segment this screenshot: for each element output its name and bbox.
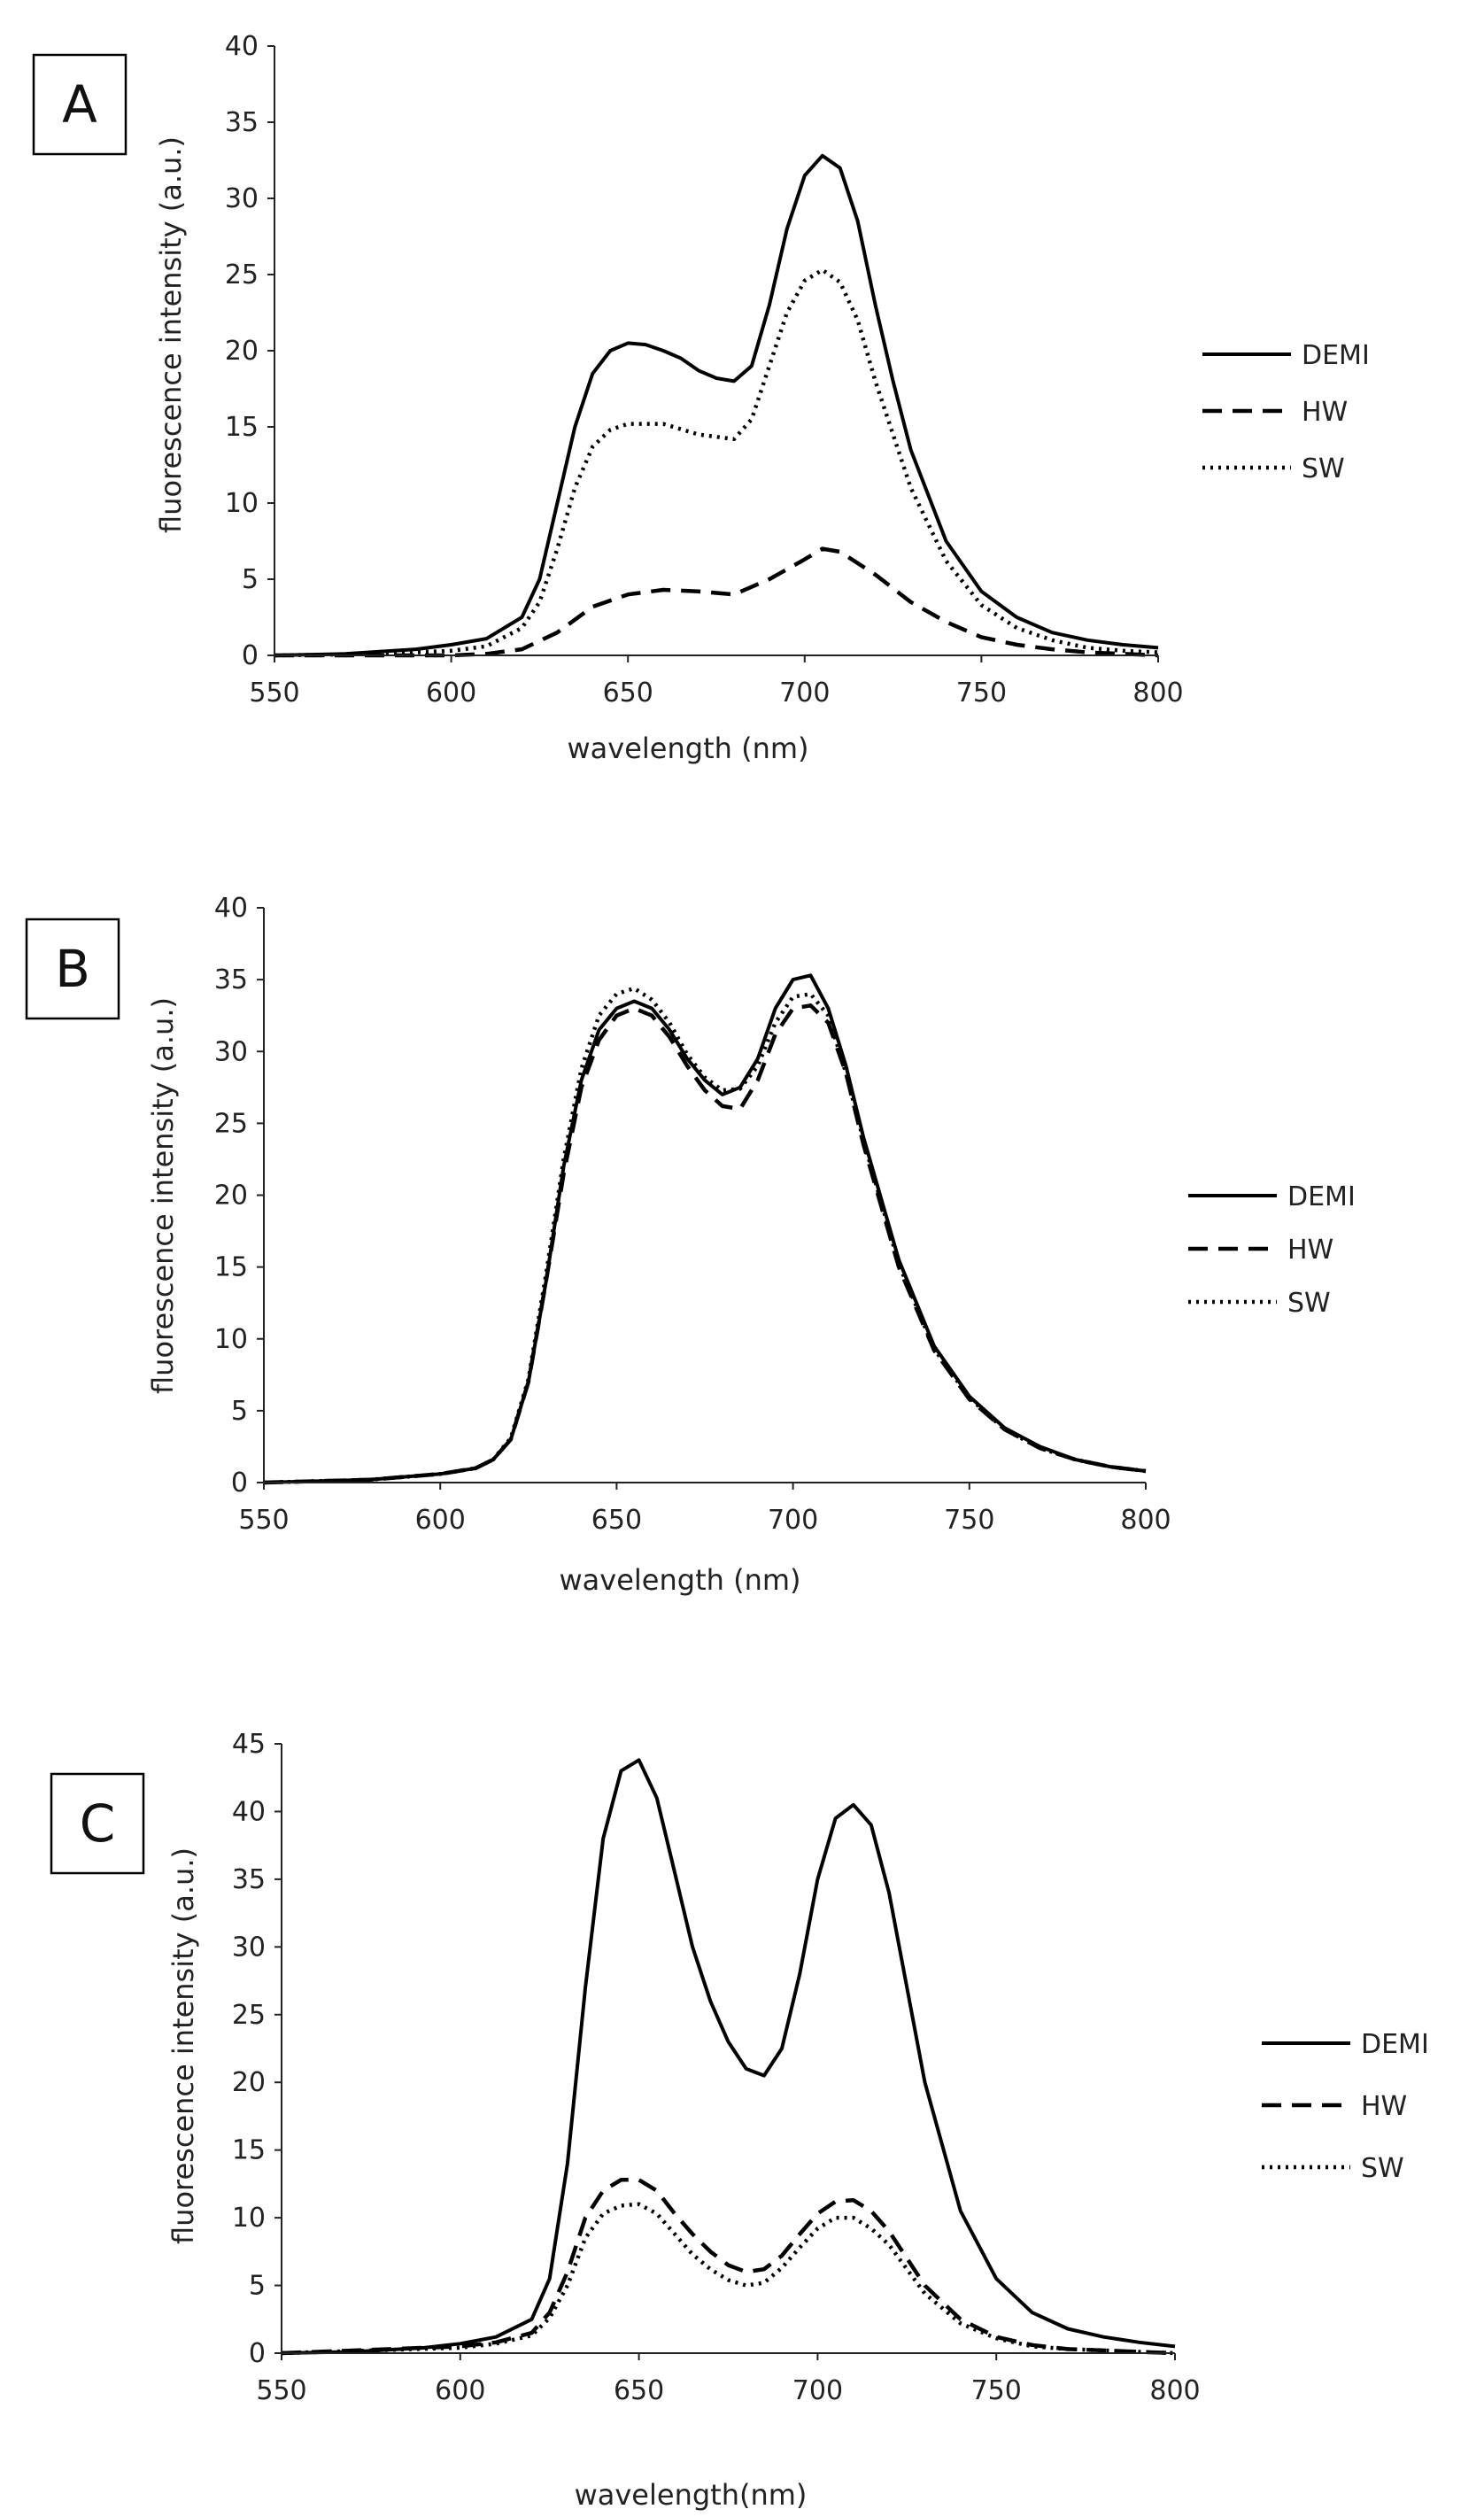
plot-area bbox=[274, 153, 1159, 658]
y-axis-title: fluorescence intensity (a.u.) bbox=[166, 1847, 200, 2244]
axis-ticks: 0 5 10 15 20 25 30 35 40 45 550 600 650 700 750 800 bbox=[232, 1729, 1201, 2406]
x-tick-label: 800 bbox=[1120, 1505, 1171, 1536]
panel-label-box bbox=[50, 1772, 145, 1875]
y-tick-label: 25 bbox=[225, 259, 259, 290]
x-tick-label: 650 bbox=[614, 2375, 664, 2406]
y-tick-label: 20 bbox=[225, 336, 259, 367]
x-tick-label: 700 bbox=[779, 678, 830, 709]
x-tick-label: 650 bbox=[591, 1505, 642, 1536]
y-tick-label: 15 bbox=[225, 412, 259, 443]
y-tick-label: 45 bbox=[232, 1729, 266, 1760]
y-tick-label: 0 bbox=[231, 1468, 248, 1499]
y-tick-label: 20 bbox=[232, 2067, 266, 2098]
y-tick-label: 30 bbox=[225, 183, 259, 214]
x-tick-label: 800 bbox=[1132, 678, 1183, 709]
axis-ticks: 0 5 10 15 20 25 30 35 40 550 600 650 700 750 800 bbox=[214, 893, 1171, 1536]
x-tick-label: 550 bbox=[249, 678, 299, 709]
y-tick-label: 15 bbox=[232, 2135, 266, 2166]
y-tick-label: 25 bbox=[232, 2000, 266, 2031]
y-tick-label: 30 bbox=[232, 1932, 266, 1963]
x-tick-label: 650 bbox=[603, 678, 653, 709]
y-tick-label: 5 bbox=[231, 1396, 248, 1427]
y-tick-label: 40 bbox=[225, 31, 259, 62]
y-tick-label: 0 bbox=[242, 640, 259, 671]
y-axis-title: fluorescence intensity (a.u.) bbox=[154, 136, 188, 533]
y-tick-label: 0 bbox=[249, 2338, 266, 2369]
x-tick-label: 750 bbox=[944, 1505, 994, 1536]
legend-label-sw: SW bbox=[1361, 2153, 1404, 2184]
y-tick-label: 35 bbox=[214, 964, 248, 995]
series-line-demi bbox=[281, 1758, 1176, 2355]
x-axis-title: wavelength (nm) bbox=[568, 732, 809, 765]
legend: DEMI HW SW bbox=[1188, 1181, 1356, 1319]
y-tick-label: 25 bbox=[214, 1108, 248, 1139]
legend-label-hw: HW bbox=[1302, 397, 1348, 428]
panel-label: B bbox=[55, 939, 90, 999]
x-tick-label: 700 bbox=[768, 1505, 818, 1536]
series-line-demi bbox=[263, 973, 1147, 1484]
series-line-hw bbox=[281, 2178, 1176, 2356]
y-tick-label: 5 bbox=[249, 2271, 266, 2302]
x-tick-label: 700 bbox=[792, 2375, 843, 2406]
panel-label: C bbox=[80, 1793, 116, 1854]
x-tick-label: 550 bbox=[256, 2375, 306, 2406]
legend-label-demi: DEMI bbox=[1302, 340, 1370, 371]
chart-panel-a: A 0 5 10 15 20 25 30 35 40 550 600 650 700 750 800 wav… bbox=[32, 31, 1370, 765]
panel-label-box bbox=[32, 53, 128, 156]
legend-label-demi: DEMI bbox=[1287, 1181, 1356, 1212]
panel-label: A bbox=[62, 74, 97, 135]
x-axis-title: wavelength (nm) bbox=[560, 1563, 801, 1597]
legend-label-demi: DEMI bbox=[1361, 2029, 1429, 2060]
series-line-sw bbox=[281, 2202, 1176, 2356]
chart-panel-c: C 0 5 10 15 20 25 30 35 40 45 550 600 650 700 750 800 w… bbox=[50, 1729, 1429, 2512]
x-tick-label: 550 bbox=[238, 1505, 289, 1536]
plot-area bbox=[263, 973, 1147, 1485]
x-axis-title: wavelength(nm) bbox=[575, 2478, 808, 2512]
x-tick-label: 750 bbox=[971, 2375, 1022, 2406]
legend-label-sw: SW bbox=[1287, 1288, 1331, 1319]
legend: DEMI HW SW bbox=[1262, 2029, 1429, 2184]
series-line-hw bbox=[274, 546, 1159, 658]
x-tick-label: 600 bbox=[426, 678, 476, 709]
y-tick-label: 15 bbox=[214, 1252, 248, 1283]
legend-label-sw: SW bbox=[1302, 453, 1345, 484]
y-tick-label: 35 bbox=[232, 1864, 266, 1895]
y-axis-title: fluorescence intensity (a.u.) bbox=[146, 997, 180, 1394]
series-line-sw bbox=[263, 986, 1147, 1485]
panel-label-box bbox=[25, 918, 120, 1020]
legend-label-hw: HW bbox=[1287, 1235, 1333, 1266]
y-tick-label: 30 bbox=[214, 1036, 248, 1067]
y-tick-label: 5 bbox=[242, 564, 259, 595]
series-line-sw bbox=[274, 267, 1159, 658]
plot-area bbox=[281, 1758, 1176, 2356]
x-tick-label: 750 bbox=[956, 678, 1007, 709]
x-tick-label: 800 bbox=[1149, 2375, 1200, 2406]
y-tick-label: 10 bbox=[214, 1324, 248, 1355]
series-line-demi bbox=[274, 153, 1159, 657]
legend-label-hw: HW bbox=[1361, 2091, 1407, 2122]
legend: DEMI HW SW bbox=[1202, 340, 1370, 484]
chart-panel-b: B 0 5 10 15 20 25 30 35 40 550 600 650 700 750 800 wav… bbox=[25, 893, 1356, 1597]
x-tick-label: 600 bbox=[435, 2375, 485, 2406]
y-tick-label: 10 bbox=[232, 2203, 266, 2234]
axis-ticks: 0 5 10 15 20 25 30 35 40 550 600 650 700 750 800 bbox=[225, 31, 1184, 709]
y-tick-label: 40 bbox=[214, 893, 248, 924]
y-tick-label: 40 bbox=[232, 1796, 266, 1827]
y-tick-label: 10 bbox=[225, 488, 259, 519]
y-tick-label: 35 bbox=[225, 107, 259, 138]
y-tick-label: 20 bbox=[214, 1181, 248, 1212]
x-tick-label: 600 bbox=[415, 1505, 466, 1536]
